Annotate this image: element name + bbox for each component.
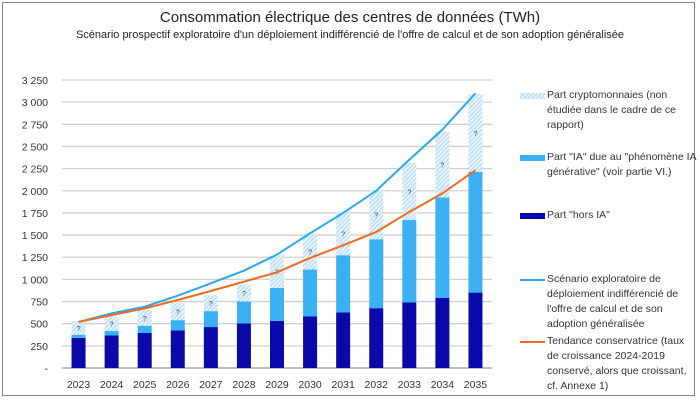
legend-item-hors-ia: Part "hors IA": [520, 208, 697, 223]
legend-swatch-hatched: [520, 93, 545, 99]
x-tick-label: 2035: [464, 379, 488, 391]
y-tick-label: 2 750: [22, 119, 48, 131]
legend-swatch: [520, 279, 545, 281]
bar-marker: ?: [242, 291, 246, 298]
bar-segment: [468, 94, 483, 172]
y-tick-label: 1 000: [22, 274, 48, 286]
bar-marker: ?: [176, 310, 180, 317]
bar-segment: [104, 316, 119, 331]
x-tick-label: 2026: [166, 379, 190, 391]
legend-label: Scénario exploratoire de déploiement ind…: [547, 273, 679, 330]
bar-segment: [203, 327, 218, 368]
bar-segment: [303, 269, 318, 317]
y-tick-label: 2 250: [22, 164, 48, 176]
x-tick-label: 2024: [100, 379, 124, 391]
bar-segment: [303, 233, 318, 270]
bar-segment: [137, 325, 152, 333]
legend-label: Tendance conservatrice (taux de croissan…: [547, 335, 687, 392]
bar-segment: [104, 335, 119, 368]
bar-marker: ?: [440, 163, 444, 170]
bar-segment: [236, 323, 251, 368]
bar-marker: ?: [341, 231, 345, 238]
x-tick-label: 2028: [232, 379, 256, 391]
bar-marker: ?: [209, 301, 213, 308]
series-line: [78, 169, 477, 323]
bar-segment: [71, 334, 86, 338]
bar-segment: [435, 297, 450, 368]
y-tick-label: 750: [30, 297, 48, 309]
bar-marker: ?: [474, 131, 478, 138]
y-tick-label: 1 250: [22, 252, 48, 264]
bar-segment: [369, 189, 384, 240]
bar-segment: [402, 302, 417, 368]
bar-segment: [137, 309, 152, 326]
legend-label: Part "IA" due au "phénomène IA générativ…: [547, 151, 696, 178]
bar-segment: [402, 220, 417, 303]
x-tick-label: 2031: [331, 379, 355, 391]
legend-swatch: [520, 341, 545, 343]
bar-segment: [170, 303, 185, 321]
bar-segment: [170, 320, 185, 331]
y-tick-label: 1 500: [22, 230, 48, 242]
legend-label: Part cryptomonnaies (non étudiée dans le…: [547, 89, 677, 131]
chart-title: Consommation électrique des centres de d…: [159, 9, 541, 26]
legend-swatch: [520, 213, 545, 219]
bar-segment: [402, 162, 417, 221]
bar-segment: [336, 312, 351, 368]
x-tick-label: 2023: [67, 379, 91, 391]
bar-segment: [203, 295, 218, 312]
y-tick-label: 3 250: [22, 75, 48, 87]
bar-segment: [137, 332, 152, 368]
legend-swatch: [520, 155, 545, 161]
bar-marker: ?: [308, 250, 312, 257]
legend-item-ia: Part "IA" due au "phénomène IA générativ…: [520, 150, 697, 180]
chart-frame: [2, 2, 695, 396]
chart-subtitle: Scénario prospectif exploratoire d'un dé…: [75, 29, 625, 41]
bar-segment: [468, 171, 483, 293]
bar-segment: [336, 255, 351, 313]
series-line: [78, 92, 477, 323]
bar-segment: [71, 337, 86, 368]
legend-item-crypto: Part cryptomonnaies (non étudiée dans le…: [520, 88, 697, 133]
y-tick-label: 500: [30, 319, 48, 331]
bar-marker: ?: [374, 213, 378, 220]
bar-marker: ?: [407, 189, 411, 196]
bar-marker: ?: [77, 326, 81, 333]
y-tick-label: -: [45, 363, 49, 375]
bar-segment: [468, 292, 483, 368]
y-tick-label: 1 750: [22, 208, 48, 220]
x-tick-label: 2033: [398, 379, 422, 391]
y-tick-label: 3 000: [22, 97, 48, 109]
bar-segment: [270, 320, 284, 368]
bar-segment: [270, 287, 284, 321]
x-tick-label: 2029: [265, 379, 289, 391]
legend-label: Part "hors IA": [547, 209, 610, 221]
bar-segment: [236, 301, 251, 324]
bar-marker: ?: [143, 316, 147, 323]
y-tick-label: 2 500: [22, 141, 48, 153]
bar-segment: [104, 330, 119, 336]
bar-segment: [303, 316, 318, 368]
bar-marker: ?: [110, 322, 114, 329]
bar-segment: [236, 284, 251, 302]
bar-segment: [369, 239, 384, 309]
x-tick-label: 2030: [298, 379, 322, 391]
y-tick-label: 250: [30, 341, 48, 353]
y-tick-label: 2 000: [22, 186, 48, 198]
x-tick-label: 2025: [133, 379, 157, 391]
x-tick-label: 2027: [199, 379, 223, 391]
legend-item-conservative: Tendance conservatrice (taux de croissan…: [520, 334, 697, 394]
legend-item-exploratory: Scénario exploratoire de déploiement ind…: [520, 272, 697, 332]
bar-segment: [435, 197, 450, 298]
bar-segment: [170, 330, 185, 368]
bar-segment: [369, 308, 384, 368]
bar-segment: [71, 321, 86, 335]
bar-segment: [435, 131, 450, 198]
x-tick-label: 2034: [431, 379, 455, 391]
bar-segment: [203, 311, 218, 328]
x-tick-label: 2032: [365, 379, 389, 391]
